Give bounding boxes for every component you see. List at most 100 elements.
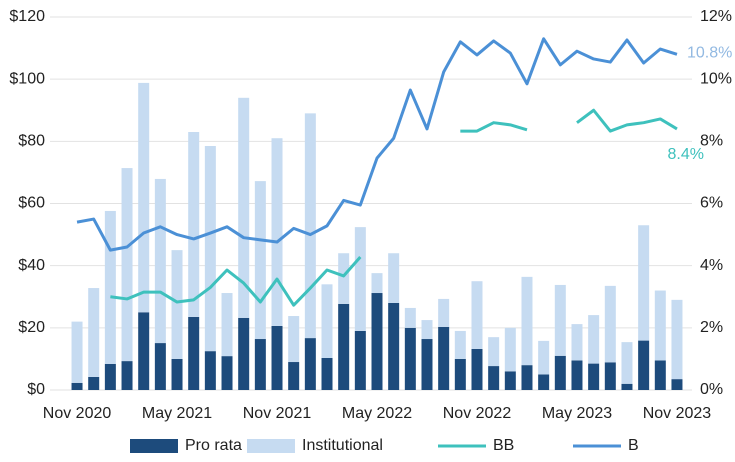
- bar: [104, 363, 116, 390]
- x-tick-label: Nov 2020: [43, 405, 112, 422]
- bar: [654, 360, 666, 390]
- bar: [388, 302, 400, 390]
- value-label: 10.8%: [687, 45, 732, 62]
- bar: [338, 253, 350, 304]
- bar: [271, 325, 283, 390]
- bar: [88, 288, 100, 377]
- y2-tick-label: 10%: [700, 70, 732, 87]
- y-tick-label: $60: [18, 195, 45, 212]
- bar: [638, 225, 650, 341]
- bar: [621, 342, 633, 384]
- bar: [471, 281, 483, 349]
- legend-label: Institutional: [302, 437, 383, 454]
- bar: [321, 357, 333, 390]
- bar: [654, 290, 666, 361]
- legend-label: B: [628, 437, 639, 454]
- bar: [204, 351, 216, 390]
- bar: [571, 324, 583, 361]
- legend-swatch: [130, 439, 178, 453]
- bar: [188, 316, 200, 390]
- value-label: 8.4%: [668, 146, 704, 163]
- y-tick-label: $80: [18, 133, 45, 150]
- bar: [88, 376, 100, 390]
- bar: [671, 379, 683, 390]
- bar: [221, 356, 233, 390]
- bar: [421, 339, 433, 390]
- bar: [121, 361, 133, 390]
- legend-label: BB: [493, 437, 514, 454]
- bar: [438, 326, 450, 390]
- bar: [604, 362, 616, 390]
- bar: [554, 355, 566, 390]
- line: [576, 108, 678, 133]
- bar: [321, 284, 333, 358]
- bar: [354, 227, 366, 331]
- y2-tick-label: 0%: [700, 381, 723, 398]
- bar: [538, 340, 550, 375]
- bar: [171, 250, 183, 359]
- bar: [454, 330, 466, 359]
- y-tick-label: $100: [9, 70, 45, 87]
- line: [460, 121, 528, 133]
- bar: [488, 366, 500, 390]
- bar: [604, 285, 616, 363]
- bar: [254, 181, 266, 340]
- bar: [371, 273, 383, 294]
- x-tick-label: May 2022: [342, 405, 412, 422]
- y-tick-label: $40: [18, 257, 45, 274]
- line: [110, 255, 362, 307]
- y2-tick-label: 8%: [700, 133, 723, 150]
- bar: [288, 362, 300, 390]
- bar: [304, 113, 316, 339]
- legend-swatch: [247, 439, 295, 453]
- x-tick-label: May 2021: [142, 405, 212, 422]
- bar: [288, 316, 300, 363]
- bar: [588, 363, 600, 390]
- x-tick-label: Nov 2021: [243, 405, 312, 422]
- line: [76, 37, 678, 252]
- x-tick-label: Nov 2022: [443, 405, 512, 422]
- y2-tick-label: 2%: [700, 319, 723, 336]
- bar: [404, 307, 416, 328]
- x-tick-label: Nov 2023: [643, 405, 712, 422]
- bar: [221, 293, 233, 357]
- bar: [471, 348, 483, 390]
- bar: [388, 253, 400, 303]
- y2-tick-label: 6%: [700, 195, 723, 212]
- legend-label: Pro rata: [185, 437, 242, 454]
- bar: [588, 315, 600, 364]
- bar: [104, 210, 116, 364]
- bar: [304, 338, 316, 390]
- y2-tick-label: 4%: [700, 257, 723, 274]
- bar: [371, 293, 383, 390]
- x-tick-label: May 2023: [542, 405, 612, 422]
- bar: [138, 82, 150, 313]
- bar: [138, 312, 150, 390]
- bar: [554, 284, 566, 356]
- bar: [354, 330, 366, 390]
- bar: [154, 178, 166, 344]
- bar: [254, 339, 266, 390]
- bar: [521, 365, 533, 390]
- y-tick-label: $120: [9, 8, 45, 25]
- y-tick-label: $20: [18, 319, 45, 336]
- bar: [488, 337, 500, 367]
- bar: [188, 132, 200, 317]
- y2-tick-label: 12%: [700, 8, 732, 25]
- bar: [71, 321, 83, 383]
- bar: [154, 343, 166, 390]
- bar: [404, 327, 416, 390]
- bar: [504, 327, 516, 372]
- bar: [171, 358, 183, 390]
- bar: [454, 358, 466, 390]
- bar: [621, 383, 633, 390]
- bar: [421, 320, 433, 340]
- bar: [504, 371, 516, 390]
- bar: [638, 340, 650, 390]
- bar: [538, 374, 550, 390]
- bar: [204, 145, 216, 352]
- bar: [238, 97, 250, 318]
- bar: [571, 360, 583, 390]
